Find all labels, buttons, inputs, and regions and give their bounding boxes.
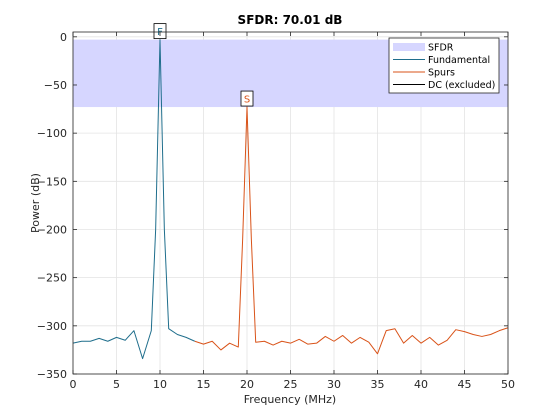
y-tick-label: 0 [60, 31, 67, 44]
legend-label-dc-excluded: DC (excluded) [428, 80, 495, 91]
legend-label-spurs: Spurs [428, 68, 455, 79]
x-tick-label: 0 [70, 378, 77, 391]
x-tick-label: 45 [458, 378, 472, 391]
x-axis-label: Frequency (MHz) [244, 393, 336, 406]
series-layer [72, 39, 509, 360]
marker-label-s: S [244, 95, 250, 106]
legend-swatch-sfdr [393, 43, 425, 51]
y-tick-label: −150 [37, 175, 67, 188]
y-tick-label: −250 [37, 272, 67, 285]
legend-label-sfdr: SFDR [428, 43, 454, 54]
x-tick-label: 20 [240, 378, 254, 391]
y-tick-label: −350 [37, 368, 67, 381]
y-axis-label: Power (dB) [29, 173, 42, 233]
x-tick-label: 15 [197, 378, 211, 391]
x-tick-label: 50 [501, 378, 515, 391]
chart-title: SFDR: 70.01 dB [238, 13, 343, 27]
x-tick-label: 25 [284, 378, 298, 391]
x-tick-label: 30 [327, 378, 341, 391]
x-tick-label: 35 [371, 378, 385, 391]
series-line-fundamental [72, 39, 196, 360]
legend-label-fundamental: Fundamental [428, 55, 490, 66]
y-tick-label: −50 [44, 79, 67, 92]
x-tick-label: 5 [113, 378, 120, 391]
marker-box-f [153, 23, 167, 40]
y-tick-label: −100 [37, 127, 67, 140]
y-tick-labels: 0 −50 −100 −150 −200 −250 −300 −350 [37, 31, 508, 381]
y-tick-label: −300 [37, 320, 67, 333]
x-tick-label: 10 [153, 378, 167, 391]
x-tick-labels: 0 5 10 15 20 25 30 35 40 45 50 [70, 32, 515, 391]
y-tick-label: −200 [37, 223, 67, 236]
marker-box-s [240, 90, 254, 107]
x-tick-label: 40 [414, 378, 428, 391]
series-line-spurs [194, 106, 509, 355]
